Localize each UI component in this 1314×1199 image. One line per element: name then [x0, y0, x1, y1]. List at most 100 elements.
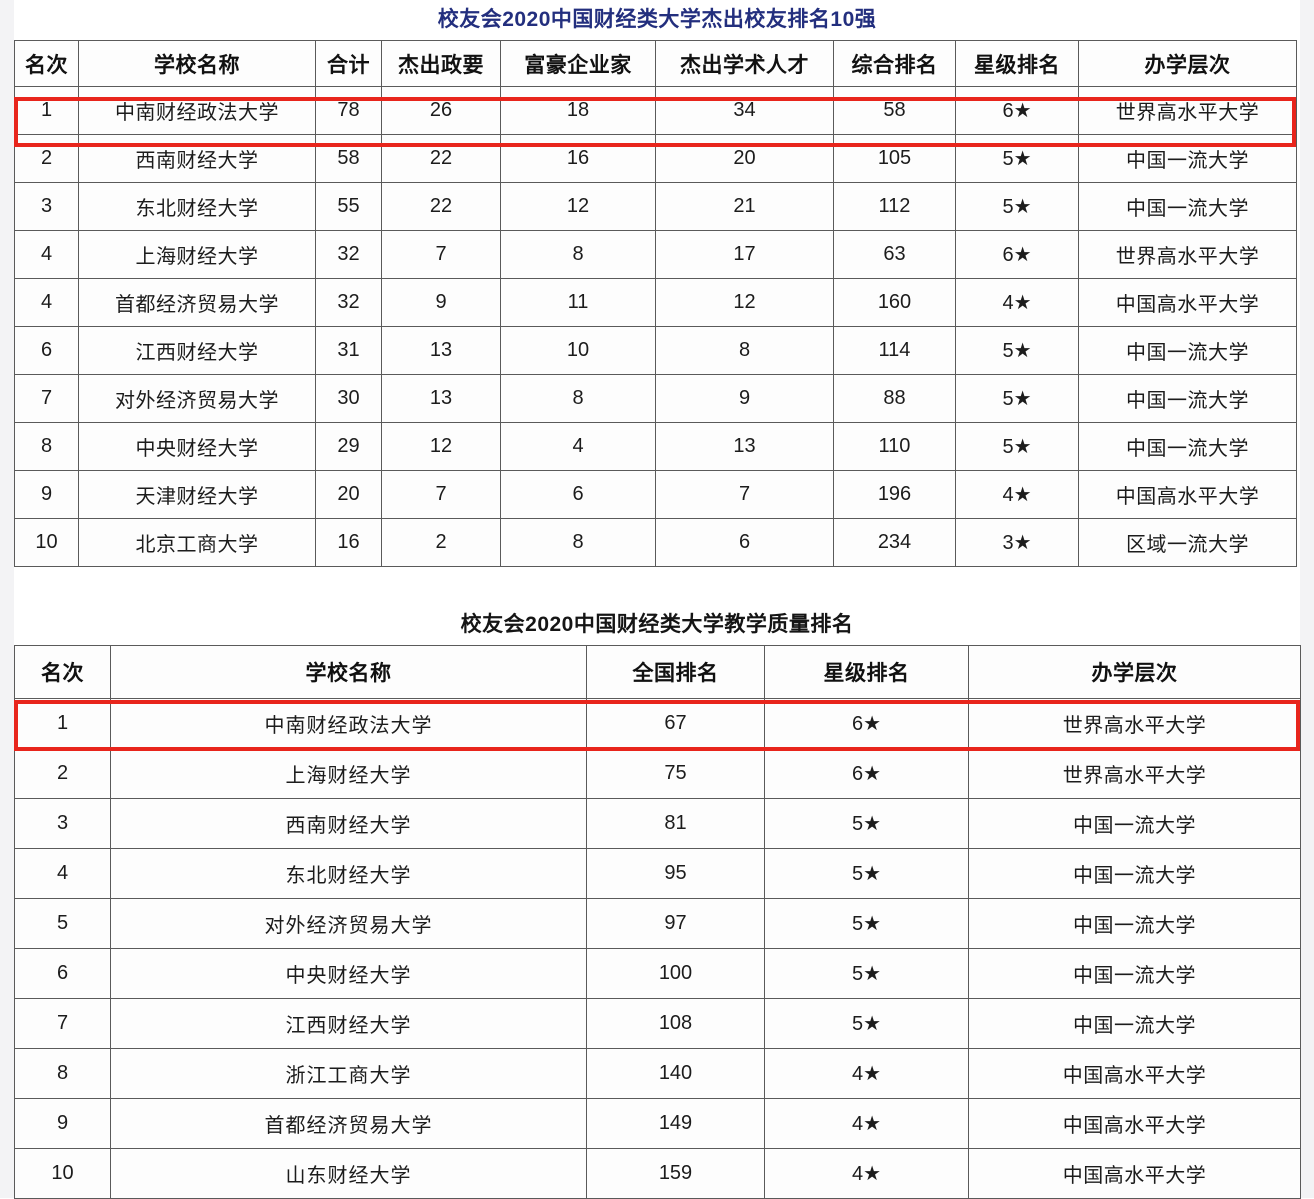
cell-num: 5★: [764, 848, 969, 899]
table-row: 7 对外经济贸易大学 30 13 8 9 88 5★ 中国一流大学: [14, 374, 1297, 423]
cell-num: 8: [500, 374, 656, 423]
cell-num: 13: [655, 422, 834, 471]
cell-school: 江西财经大学: [110, 998, 587, 1049]
cell-num: 234: [833, 518, 956, 567]
cell-num: 5★: [764, 948, 969, 999]
cell-num: 58: [833, 86, 956, 135]
cell-tier: 中国一流大学: [968, 948, 1301, 999]
cell-num: 81: [586, 798, 765, 849]
cell-num: 8: [655, 326, 834, 375]
cell-school: 上海财经大学: [110, 748, 587, 799]
cell-num: 160: [833, 278, 956, 327]
cell-num: 21: [655, 182, 834, 231]
cell-num: 159: [586, 1148, 765, 1199]
cell-num: 5★: [764, 898, 969, 949]
column-header-2: 学校名称: [78, 40, 316, 87]
cell-num: 6★: [955, 86, 1079, 135]
cell-school: 中央财经大学: [78, 422, 316, 471]
cell-num: 4★: [764, 1098, 969, 1149]
cell-num: 75: [586, 748, 765, 799]
cell-school: 上海财经大学: [78, 230, 316, 279]
cell-num: 149: [586, 1098, 765, 1149]
cell-num: 100: [586, 948, 765, 999]
cell-num: 4★: [764, 1148, 969, 1199]
cell-num: 6★: [955, 230, 1079, 279]
cell-num: 16: [315, 518, 382, 567]
table-row: 3 西南财经大学 81 5★ 中国一流大学: [14, 798, 1301, 849]
table-row: 3 东北财经大学 55 22 12 21 112 5★ 中国一流大学: [14, 182, 1297, 231]
cell-num: 7: [381, 470, 501, 519]
table-row: 6 中央财经大学 100 5★ 中国一流大学: [14, 948, 1301, 999]
cell-num: 20: [655, 134, 834, 183]
cell-tier: 中国一流大学: [1078, 182, 1297, 231]
cell-num: 140: [586, 1048, 765, 1099]
cell-num: 30: [315, 374, 382, 423]
column-header-7: 综合排名: [833, 40, 956, 87]
cell-school: 天津财经大学: [78, 470, 316, 519]
table2-body: 1 中南财经政法大学 67 6★ 世界高水平大学 2 上海财经大学 75 6★ 世界高水平大学 3 西…: [14, 698, 1301, 1199]
page-right-edge: [1300, 0, 1314, 1198]
cell-num: 88: [833, 374, 956, 423]
cell-school: 北京工商大学: [78, 518, 316, 567]
cell-num: 7: [381, 230, 501, 279]
cell-num: 8: [14, 422, 79, 471]
cell-num: 4: [14, 278, 79, 327]
cell-num: 5★: [764, 998, 969, 1049]
cell-tier: 中国一流大学: [968, 998, 1301, 1049]
table-row: 9 首都经济贸易大学 149 4★ 中国高水平大学: [14, 1098, 1301, 1149]
cell-num: 1: [14, 86, 79, 135]
cell-num: 22: [381, 182, 501, 231]
column-header-3: 合计: [315, 40, 382, 87]
table-row: 8 中央财经大学 29 12 4 13 110 5★ 中国一流大学: [14, 422, 1297, 471]
cell-school: 东北财经大学: [78, 182, 316, 231]
table-row: 4 东北财经大学 95 5★ 中国一流大学: [14, 848, 1301, 899]
cell-num: 4★: [955, 278, 1079, 327]
cell-tier: 中国一流大学: [968, 848, 1301, 899]
cell-num: 5★: [764, 798, 969, 849]
cell-school: 浙江工商大学: [110, 1048, 587, 1099]
cell-num: 26: [381, 86, 501, 135]
cell-num: 8: [14, 1048, 111, 1099]
column-header-1: 名次: [14, 40, 79, 87]
cell-school: 对外经济贸易大学: [78, 374, 316, 423]
cell-num: 55: [315, 182, 382, 231]
cell-tier: 中国一流大学: [1078, 134, 1297, 183]
cell-school: 西南财经大学: [110, 798, 587, 849]
cell-num: 34: [655, 86, 834, 135]
cell-num: 9: [14, 1098, 111, 1149]
table2-header-row: 名次 学校名称 全国排名 星级排名 办学层次: [14, 645, 1301, 699]
table-row: 5 对外经济贸易大学 97 5★ 中国一流大学: [14, 898, 1301, 949]
cell-num: 12: [381, 422, 501, 471]
table-row: 9 天津财经大学 20 7 6 7 196 4★ 中国高水平大学: [14, 470, 1297, 519]
cell-num: 5: [14, 898, 111, 949]
cell-tier: 世界高水平大学: [968, 698, 1301, 749]
cell-num: 5★: [955, 374, 1079, 423]
column-header-8: 星级排名: [955, 40, 1079, 87]
cell-num: 9: [14, 470, 79, 519]
cell-tier: 中国一流大学: [968, 798, 1301, 849]
alumni-ranking-table: 名次 学校名称 合计 杰出政要 富豪企业家 杰出学术人才 综合排名 星级排名 办学层次 1 中南财…: [14, 40, 1297, 567]
table-row: 10 北京工商大学 16 2 8 6 234 3★ 区域一流大学: [14, 518, 1297, 567]
cell-num: 17: [655, 230, 834, 279]
table-row: 8 浙江工商大学 140 4★ 中国高水平大学: [14, 1048, 1301, 1099]
table-row: 6 江西财经大学 31 13 10 8 114 5★ 中国一流大学: [14, 326, 1297, 375]
cell-num: 110: [833, 422, 956, 471]
cell-school: 中南财经政法大学: [110, 698, 587, 749]
cell-num: 6★: [764, 748, 969, 799]
cell-num: 29: [315, 422, 382, 471]
cell-num: 3★: [955, 518, 1079, 567]
table1-header-row: 名次 学校名称 合计 杰出政要 富豪企业家 杰出学术人才 综合排名 星级排名 办学层次: [14, 40, 1297, 87]
cell-tier: 中国高水平大学: [968, 1148, 1301, 1199]
cell-num: 4★: [764, 1048, 969, 1099]
cell-num: 97: [586, 898, 765, 949]
cell-num: 32: [315, 230, 382, 279]
cell-tier: 中国高水平大学: [968, 1048, 1301, 1099]
cell-num: 10: [14, 1148, 111, 1199]
cell-num: 3: [14, 798, 111, 849]
cell-tier: 中国一流大学: [1078, 374, 1297, 423]
table1-title: 校友会2020中国财经类大学杰出校友排名10强: [437, 8, 877, 31]
cell-tier: 中国高水平大学: [968, 1098, 1301, 1149]
cell-num: 6: [500, 470, 656, 519]
cell-num: 16: [500, 134, 656, 183]
cell-school: 山东财经大学: [110, 1148, 587, 1199]
